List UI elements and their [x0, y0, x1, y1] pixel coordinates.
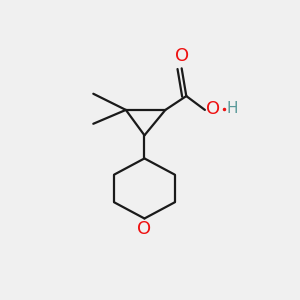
Text: O: O	[175, 47, 189, 65]
Text: O: O	[206, 100, 220, 118]
Text: H: H	[227, 101, 238, 116]
Text: O: O	[137, 220, 152, 238]
